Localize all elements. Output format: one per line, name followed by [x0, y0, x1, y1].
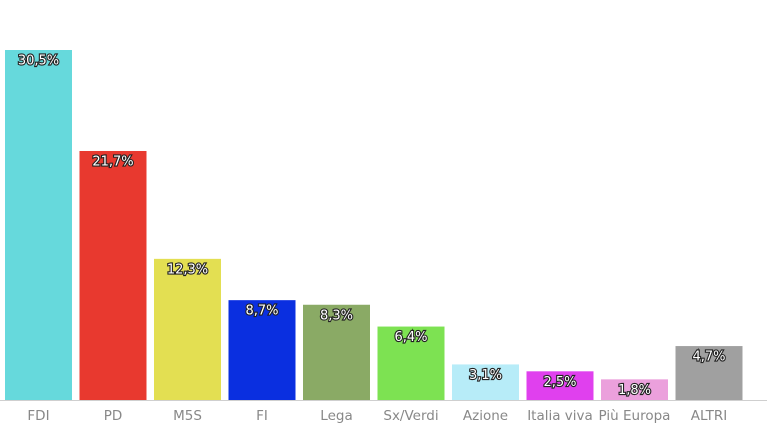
value-label: 3,1%: [469, 368, 502, 383]
value-label: 30,5%: [18, 54, 59, 69]
value-label: 8,7%: [245, 304, 278, 319]
category-label: Sx/Verdi: [383, 408, 438, 424]
category-label: Lega: [320, 408, 352, 424]
category-label: FDI: [27, 408, 49, 424]
bar: [303, 304, 370, 400]
bar: [377, 326, 445, 400]
bar: [675, 346, 743, 400]
bar: [5, 50, 72, 400]
value-label: 8,3%: [320, 308, 353, 323]
value-label: 21,7%: [92, 154, 133, 169]
value-label: 4,7%: [692, 350, 725, 365]
category-label: ALTRI: [691, 408, 728, 424]
bar: [601, 379, 668, 400]
value-label: 12,3%: [167, 262, 208, 277]
bar: [526, 371, 594, 400]
value-label: 2,5%: [543, 375, 576, 390]
bar: [228, 300, 296, 400]
bar: [452, 364, 519, 400]
category-label: FI: [256, 408, 268, 424]
category-label: PD: [104, 408, 123, 424]
bar: [154, 258, 221, 400]
category-label: Più Europa: [599, 408, 671, 424]
category-label: Italia viva: [527, 408, 593, 424]
category-label: M5S: [173, 408, 202, 424]
value-label: 1,8%: [618, 383, 651, 398]
category-label: Azione: [463, 408, 508, 424]
bar: [79, 150, 147, 400]
value-label: 6,4%: [394, 330, 427, 345]
